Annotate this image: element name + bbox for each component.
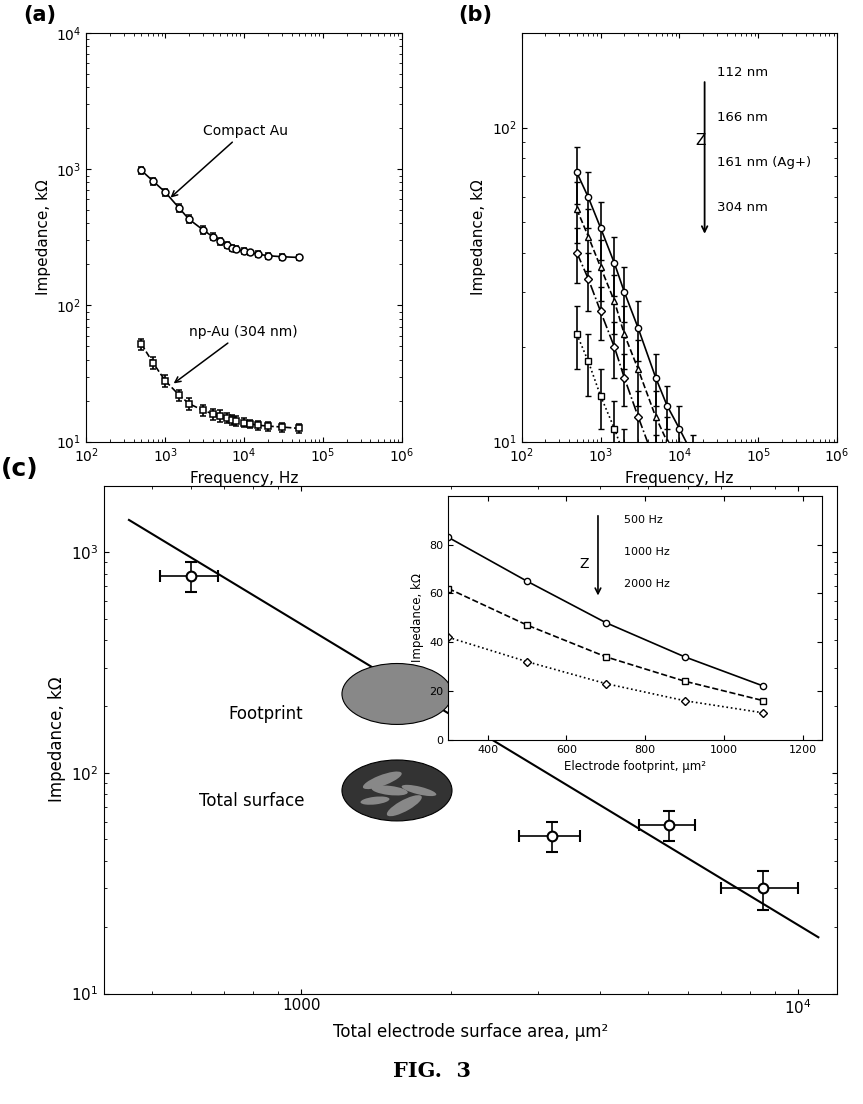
Text: 304 nm: 304 nm	[717, 201, 768, 213]
Ellipse shape	[401, 785, 437, 796]
Text: (a): (a)	[23, 4, 56, 25]
X-axis label: Total electrode surface area, μm²: Total electrode surface area, μm²	[333, 1022, 608, 1041]
Text: FIG.  3: FIG. 3	[393, 1061, 470, 1081]
Text: 112 nm: 112 nm	[717, 66, 768, 78]
Text: Z: Z	[696, 134, 706, 148]
Ellipse shape	[361, 796, 389, 805]
Y-axis label: Impedance, kΩ: Impedance, kΩ	[35, 180, 51, 295]
Text: Total surface: Total surface	[198, 792, 305, 809]
Ellipse shape	[363, 772, 401, 789]
Ellipse shape	[372, 785, 407, 796]
X-axis label: Frequency, Hz: Frequency, Hz	[190, 470, 299, 486]
Y-axis label: Impedance, kΩ: Impedance, kΩ	[47, 677, 66, 803]
Text: np-Au (304 nm): np-Au (304 nm)	[175, 325, 298, 382]
Text: Footprint: Footprint	[228, 705, 303, 723]
Ellipse shape	[387, 795, 422, 816]
Text: (c): (c)	[1, 457, 39, 480]
Y-axis label: Impedance, kΩ: Impedance, kΩ	[471, 180, 486, 295]
Text: Compact Au: Compact Au	[172, 124, 287, 197]
Text: 166 nm: 166 nm	[717, 110, 768, 124]
X-axis label: Frequency, Hz: Frequency, Hz	[625, 470, 734, 486]
Text: 161 nm (Ag+): 161 nm (Ag+)	[717, 156, 811, 169]
Ellipse shape	[342, 664, 452, 724]
Text: (b): (b)	[458, 4, 493, 25]
Ellipse shape	[342, 760, 452, 821]
